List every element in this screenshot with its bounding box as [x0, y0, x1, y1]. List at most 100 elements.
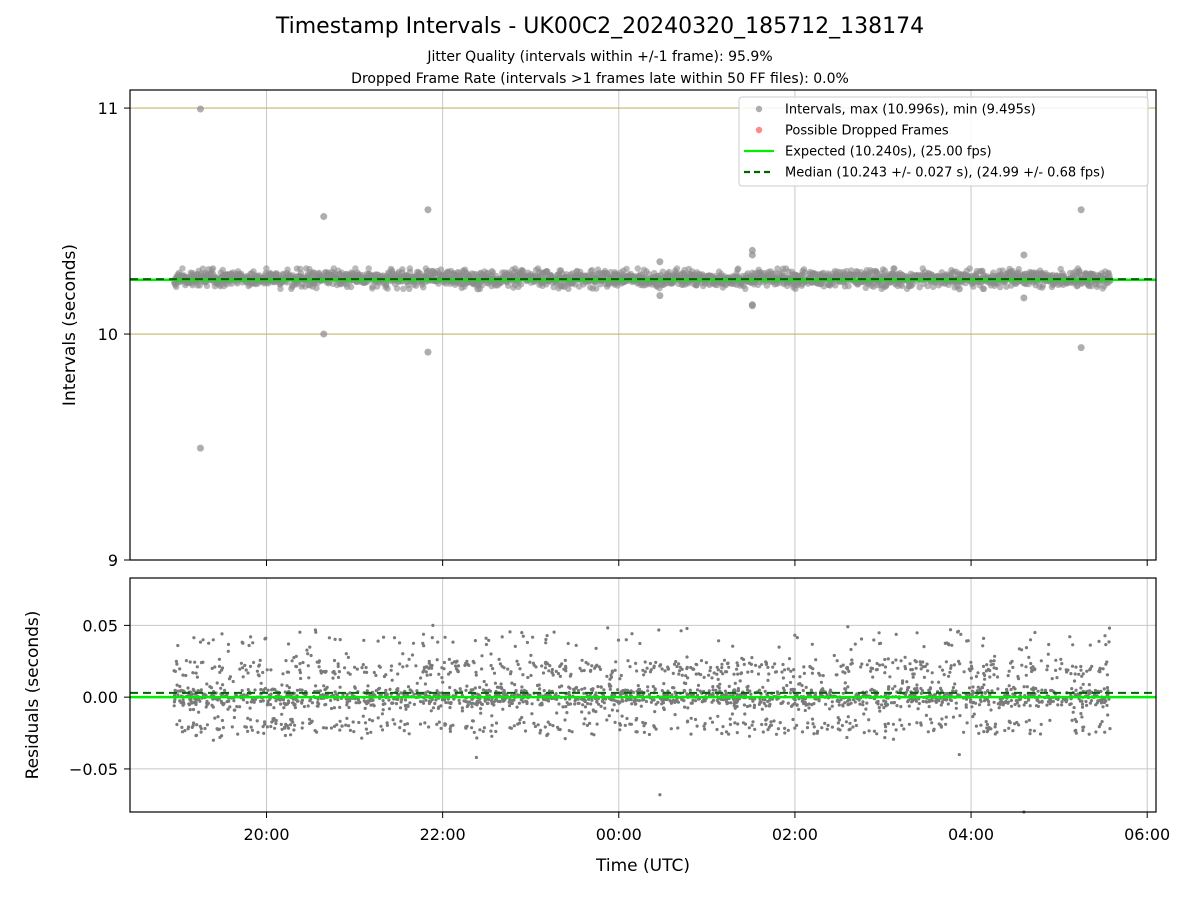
- residual-point: [956, 629, 961, 633]
- residual-point: [726, 701, 731, 705]
- residual-point: [845, 666, 849, 670]
- residual-point: [193, 700, 197, 704]
- residual-point: [271, 717, 275, 721]
- residual-point: [274, 718, 278, 723]
- residual-point: [607, 714, 611, 718]
- residual-point: [310, 719, 314, 723]
- residual-point: [521, 673, 525, 677]
- residual-point: [969, 698, 973, 702]
- residual-point: [926, 669, 930, 673]
- residual-point: [494, 721, 499, 725]
- residual-point: [800, 730, 805, 734]
- residual-point: [1071, 710, 1075, 714]
- residual-point: [719, 669, 723, 674]
- residual-point: [191, 671, 195, 675]
- residual-point: [1011, 729, 1015, 733]
- interval-point: [263, 265, 270, 272]
- residual-point: [226, 707, 230, 711]
- residual-point: [561, 705, 565, 709]
- residual-point: [434, 698, 438, 702]
- residual-point: [347, 724, 351, 728]
- interval-point: [406, 268, 414, 276]
- residual-point: [1047, 642, 1051, 647]
- residual-point: [369, 730, 373, 734]
- residual-point: [379, 724, 383, 728]
- residual-point: [487, 688, 491, 692]
- residual-point: [803, 700, 807, 705]
- residual-point: [293, 723, 297, 727]
- residual-point: [1006, 674, 1010, 678]
- residual-point: [551, 724, 555, 728]
- residual-point: [677, 662, 681, 666]
- residual-point: [801, 688, 805, 693]
- residual-point: [586, 702, 590, 706]
- residual-point: [1013, 722, 1017, 726]
- residual-point: [361, 663, 365, 667]
- residual-point: [437, 672, 441, 676]
- residual-point: [762, 701, 766, 706]
- residual-point: [192, 721, 196, 725]
- residual-point: [232, 699, 236, 703]
- residual-point: [733, 721, 737, 725]
- residual-point: [197, 710, 201, 714]
- residual-point: [989, 708, 993, 712]
- residual-point: [439, 726, 443, 731]
- residual-point: [1072, 679, 1077, 683]
- residual-point: [628, 722, 632, 726]
- residual-point: [573, 702, 577, 706]
- residual-point: [721, 693, 725, 697]
- residual-point: [670, 700, 674, 705]
- residual-point: [695, 724, 699, 728]
- residual-point: [666, 693, 670, 697]
- residual-point: [385, 723, 389, 728]
- residual-point: [217, 657, 221, 661]
- residual-point: [427, 725, 431, 729]
- residual-point: [602, 701, 606, 705]
- residual-point: [861, 700, 865, 704]
- residual-point: [836, 727, 840, 731]
- residual-point: [1105, 703, 1109, 708]
- residual-point: [731, 697, 736, 701]
- residual-point: [569, 672, 573, 677]
- residual-point: [423, 721, 427, 725]
- residual-point: [510, 701, 514, 706]
- residual-point: [684, 681, 688, 686]
- residual-point: [1084, 699, 1088, 704]
- residual-point: [226, 642, 231, 647]
- residual-point: [1074, 728, 1078, 732]
- residual-point: [555, 711, 559, 715]
- residual-point: [287, 686, 291, 690]
- y-tick-label: 0.05: [82, 616, 118, 635]
- residual-point: [735, 731, 739, 735]
- residual-point: [689, 716, 693, 720]
- residual-point: [587, 711, 591, 715]
- x-tick-label: 20:00: [243, 825, 289, 844]
- residual-point: [642, 730, 647, 735]
- residual-point: [347, 697, 351, 701]
- residual-point: [654, 660, 658, 665]
- residual-point: [711, 685, 715, 689]
- residual-point: [590, 732, 594, 736]
- interval-point: [209, 265, 217, 272]
- residual-point: [315, 704, 319, 708]
- residual-point: [969, 676, 974, 680]
- residual-point: [892, 701, 896, 705]
- residual-point: [652, 664, 656, 668]
- residual-point: [194, 733, 199, 737]
- residual-point: [850, 658, 854, 662]
- residual-point: [427, 699, 431, 703]
- residual-point: [484, 683, 488, 687]
- residual-point: [746, 688, 750, 692]
- residual-point: [475, 736, 479, 740]
- residual-point: [1028, 728, 1032, 732]
- residual-point: [894, 632, 898, 637]
- residual-point: [243, 663, 247, 668]
- residual-point: [689, 665, 693, 670]
- residual-point: [430, 636, 434, 640]
- interval-outlier-point: [1020, 251, 1028, 259]
- residual-point: [795, 723, 799, 728]
- residual-point: [329, 706, 334, 711]
- residual-point: [1093, 688, 1097, 693]
- residual-point: [594, 691, 598, 695]
